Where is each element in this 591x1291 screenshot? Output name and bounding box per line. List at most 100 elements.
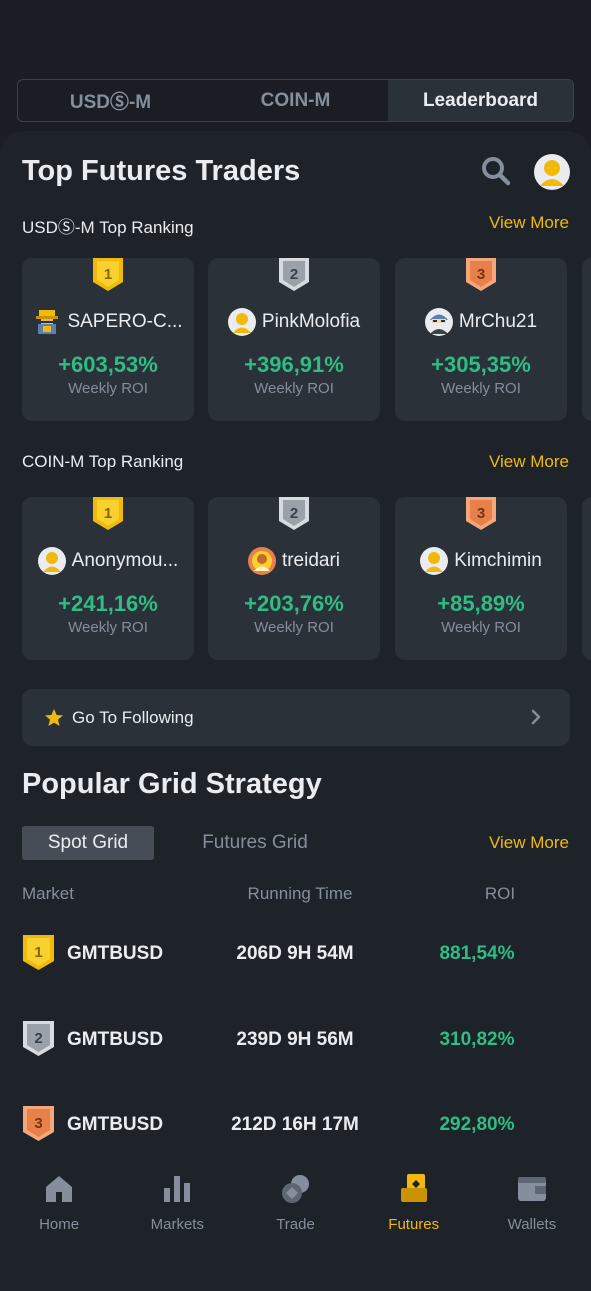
usdm-view-more-link[interactable]: View More [489,213,569,232]
tab-usdm[interactable]: USDⓈ-M [69,92,152,113]
tab-spot-grid[interactable]: Spot Grid [22,826,154,860]
weekly-roi-label: Weekly ROI [254,380,334,397]
grid-strategy-row[interactable]: 3 GMTBUSD 212D 16H 17M 292,80% [0,1101,591,1151]
wallet-icon [517,1177,546,1201]
character-avatar-icon [424,308,453,336]
tab-futures-grid[interactable]: Futures Grid [202,832,308,853]
coinm-trader-card-1[interactable]: 1 Anonymou... +241,16% Weekly ROI [22,497,194,660]
weekly-roi-value: +603,53% [58,352,158,377]
tab-coinm[interactable]: COIN-M [260,89,331,111]
default-avatar-icon [420,547,449,575]
usdm-trader-card-3[interactable]: 3 MrChu21 +305,35% Weekly ROI [395,258,567,421]
tab-leaderboard[interactable]: Leaderboard [388,80,573,121]
bronze-medal-icon: 3 [466,497,496,530]
trader-name: MrChu21 [458,311,538,332]
svg-text:1: 1 [104,266,112,283]
trader-name: Kimchimin [454,550,542,571]
svg-text:3: 3 [477,266,485,283]
svg-text:3: 3 [477,505,485,522]
nav-home[interactable]: Home [0,1158,118,1280]
silver-medal-icon: 2 [279,497,309,530]
nav-wallets-label: Wallets [507,1216,557,1233]
gold-medal-icon: 1 [93,497,123,530]
usdm-ranking-heading: USDⓈ-M Top Ranking [22,218,194,237]
usdm-trader-card-2[interactable]: 2 PinkMolofia +396,91% Weekly ROI [208,258,380,421]
nav-markets-label: Markets [150,1216,204,1233]
home-icon [46,1176,73,1202]
nav-home-label: Home [39,1216,80,1233]
weekly-roi-value: +305,35% [431,352,531,377]
trader-name: Anonymou... [71,550,179,571]
weekly-roi-value: +203,76% [244,591,344,616]
bitcoin-character-avatar-icon [36,310,59,334]
market-pair: GMTBUSD [67,1114,164,1135]
default-avatar-icon [37,547,66,575]
default-avatar-icon [227,308,256,336]
bottom-navigation: Home Markets Trade Futures Wallets [0,1158,591,1280]
trade-coins-icon [281,1175,309,1203]
market-type-tabs: USDⓈ-M COIN-M Leaderboard [17,79,574,122]
usdm-trader-card-1[interactable]: 1 SAPERO-C... +603,53% Weekly ROI [22,258,194,421]
grid-view-more-link[interactable]: View More [489,833,569,852]
svg-text:3: 3 [34,1115,42,1132]
trader-name: treidari [281,550,341,571]
nav-trade[interactable]: Trade [236,1158,354,1280]
trader-name: SAPERO-C... [67,311,183,332]
column-header-roi: ROI [484,884,516,903]
search-icon[interactable] [478,153,514,189]
roi-value: 310,82% [439,1029,515,1050]
coinm-ranking-heading: COIN-M Top Ranking [22,452,184,471]
running-time: 212D 16H 17M [231,1114,359,1135]
svg-text:1: 1 [104,505,112,522]
weekly-roi-label: Weekly ROI [68,619,148,636]
chevron-right-icon [531,709,541,725]
coinm-trader-card-2[interactable]: 2 treidari +203,76% Weekly ROI [208,497,380,660]
photo-avatar-icon [247,547,276,575]
coinm-view-more-link[interactable]: View More [489,452,569,471]
weekly-roi-label: Weekly ROI [441,380,521,397]
nav-trade-label: Trade [276,1216,315,1233]
roi-value: 881,54% [439,943,515,964]
bronze-medal-icon: 3 [466,258,496,291]
profile-avatar-icon[interactable] [534,154,570,190]
grid-strategy-row[interactable]: 1 GMTBUSD 206D 9H 54M 881,54% [0,930,591,980]
running-time: 239D 9H 56M [236,1029,354,1050]
trader-name: PinkMolofia [261,311,361,332]
roi-value: 292,80% [439,1114,515,1135]
silver-medal-icon: 2 [23,1021,54,1056]
weekly-roi-value: +241,16% [58,591,158,616]
weekly-roi-value: +85,89% [437,591,525,616]
nav-wallets[interactable]: Wallets [473,1158,591,1280]
silver-medal-icon: 2 [279,258,309,291]
grid-strategy-row[interactable]: 2 GMTBUSD 239D 9H 56M 310,82% [0,1016,591,1066]
coinm-trader-card-3[interactable]: 3 Kimchimin +85,89% Weekly ROI [395,497,567,660]
weekly-roi-label: Weekly ROI [68,380,148,397]
nav-futures-label: Futures [388,1216,440,1233]
futures-icon [400,1174,427,1202]
svg-text:2: 2 [290,505,298,522]
gold-medal-icon: 1 [23,935,54,970]
market-pair: GMTBUSD [67,1029,164,1050]
star-icon [45,708,63,726]
go-to-following-button[interactable]: Go To Following [22,689,570,746]
grid-strategy-title: Popular Grid Strategy [22,768,322,800]
running-time: 206D 9H 54M [236,943,354,964]
gold-medal-icon: 1 [93,258,123,291]
nav-markets[interactable]: Markets [118,1158,236,1280]
column-header-running-time: Running Time [247,884,353,903]
coinm-trader-card-next[interactable] [582,497,591,660]
bar-chart-icon [164,1176,191,1202]
svg-text:2: 2 [290,266,298,283]
market-pair: GMTBUSD [67,943,164,964]
weekly-roi-label: Weekly ROI [254,619,334,636]
svg-text:1: 1 [34,944,42,961]
bronze-medal-icon: 3 [23,1106,54,1141]
nav-futures[interactable]: Futures [355,1158,473,1280]
weekly-roi-label: Weekly ROI [441,619,521,636]
following-label: Go To Following [72,707,194,727]
page-title: Top Futures Traders [22,155,301,187]
usdm-trader-card-next[interactable] [582,258,591,421]
column-header-market: Market [22,884,74,903]
weekly-roi-value: +396,91% [244,352,344,377]
svg-text:2: 2 [34,1030,42,1047]
